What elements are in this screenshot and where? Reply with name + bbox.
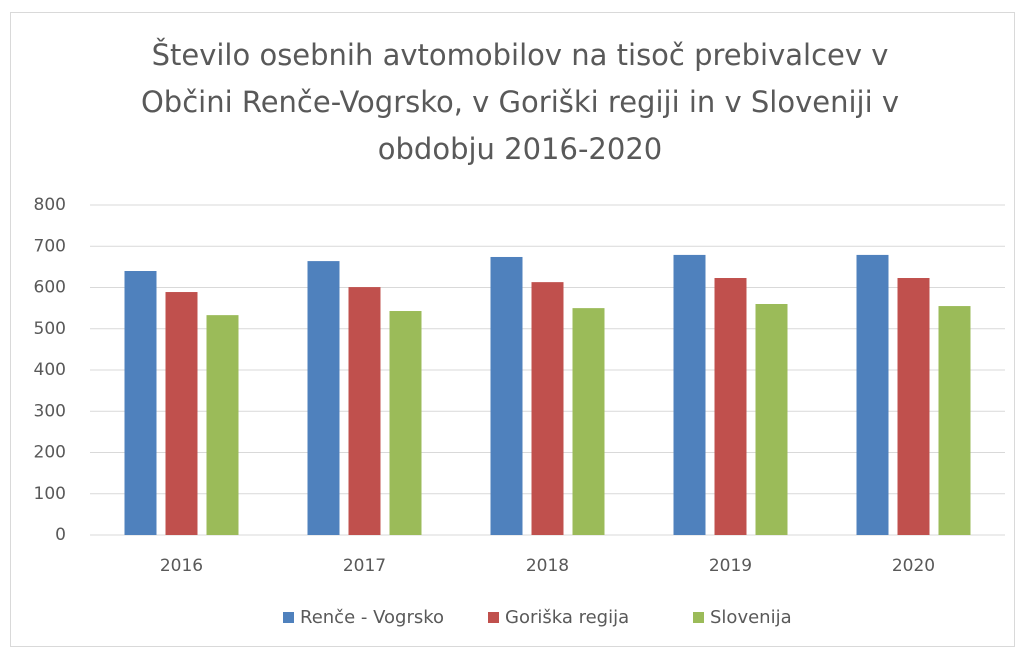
y-tick-label: 300 bbox=[34, 401, 66, 421]
x-tick-label: 2016 bbox=[160, 556, 203, 576]
x-tick-label: 2018 bbox=[526, 556, 569, 576]
x-tick-label: 2019 bbox=[709, 556, 752, 576]
bar bbox=[307, 261, 340, 535]
bar bbox=[389, 311, 422, 535]
legend-label: Renče - Vogrsko bbox=[300, 607, 444, 628]
y-tick-label: 400 bbox=[34, 360, 66, 380]
bar bbox=[124, 271, 157, 535]
y-tick-label: 800 bbox=[34, 195, 66, 215]
x-tick-label: 2017 bbox=[343, 556, 386, 576]
legend-swatch bbox=[488, 612, 499, 623]
bar bbox=[206, 315, 239, 535]
legend-label: Goriška regija bbox=[505, 607, 629, 628]
legend-swatch bbox=[693, 612, 704, 623]
bar bbox=[490, 256, 523, 535]
bar bbox=[531, 282, 564, 535]
bar bbox=[673, 254, 706, 535]
chart-title: Število osebnih avtomobilov na tisoč pre… bbox=[140, 38, 900, 166]
legend-label: Slovenija bbox=[710, 607, 792, 628]
y-tick-label: 100 bbox=[34, 484, 66, 504]
bar bbox=[856, 254, 889, 535]
bar bbox=[714, 278, 747, 535]
bar bbox=[755, 304, 788, 535]
bar bbox=[572, 308, 605, 535]
chart-border bbox=[10, 12, 1015, 647]
y-tick-label: 200 bbox=[34, 443, 66, 463]
bar bbox=[938, 306, 971, 535]
y-tick-label: 0 bbox=[55, 525, 66, 545]
bar bbox=[165, 292, 198, 535]
y-tick-label: 500 bbox=[34, 319, 66, 339]
y-tick-label: 700 bbox=[34, 236, 66, 256]
x-tick-label: 2020 bbox=[892, 556, 935, 576]
bar bbox=[897, 278, 930, 535]
y-tick-label: 600 bbox=[34, 278, 66, 298]
bar bbox=[348, 287, 381, 535]
legend-swatch bbox=[283, 612, 294, 623]
